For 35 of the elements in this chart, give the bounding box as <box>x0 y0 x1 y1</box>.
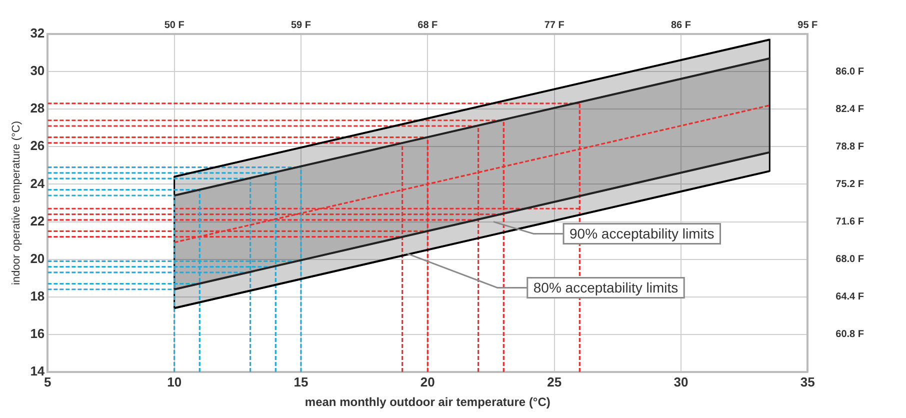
y2-tick-label: 75.2 F <box>836 178 864 190</box>
y-tick-label: 28 <box>30 100 45 116</box>
y-tick-label: 14 <box>30 364 46 379</box>
y2-tick-label: 64.4 F <box>836 292 864 303</box>
x-tick-label: 20 <box>420 374 435 390</box>
x-axis-title: mean monthly outdoor air temperature (°C) <box>304 395 550 410</box>
x-tick-label: 35 <box>800 374 815 390</box>
y2-tick-label: 82.4 F <box>836 104 864 115</box>
x2-tick-label: 77 F <box>544 20 564 31</box>
y2-tick-label: 68.0 F <box>836 254 864 266</box>
y-tick-label: 30 <box>30 63 45 78</box>
y-tick-label: 20 <box>30 250 45 266</box>
x2-tick-label: 68 F <box>418 20 438 31</box>
x2-tick-label: 59 F <box>290 20 311 31</box>
y-tick-label: 18 <box>30 288 45 304</box>
y-axis-title: indoor operative temperature (°C) <box>10 121 23 285</box>
y-tick-label: 26 <box>30 138 45 154</box>
y-tick-label: 16 <box>30 326 45 342</box>
x-tick-label: 25 <box>547 374 562 390</box>
y2-tick-label: 71.6 F <box>836 216 864 228</box>
x2-tick-label: 95 F <box>798 20 818 31</box>
annotation: 80% acceptability limits <box>533 280 678 296</box>
x2-tick-label: 50 F <box>164 20 184 31</box>
y-tick-label: 32 <box>30 26 45 41</box>
annotation: 90% acceptability limits <box>570 226 714 242</box>
y2-tick-label: 60.8 F <box>836 329 864 340</box>
y2-tick-label: 78.8 F <box>836 141 864 152</box>
y2-tick-label: 86.0 F <box>836 66 864 78</box>
x-tick-label: 30 <box>674 374 688 390</box>
x2-tick-label: 86 F <box>670 20 691 31</box>
y-tick-label: 22 <box>30 213 45 228</box>
y-tick-label: 24 <box>30 176 46 191</box>
x-tick-label: 5 <box>44 374 52 390</box>
x-tick-label: 15 <box>294 374 308 390</box>
x-tick-label: 10 <box>167 374 182 390</box>
